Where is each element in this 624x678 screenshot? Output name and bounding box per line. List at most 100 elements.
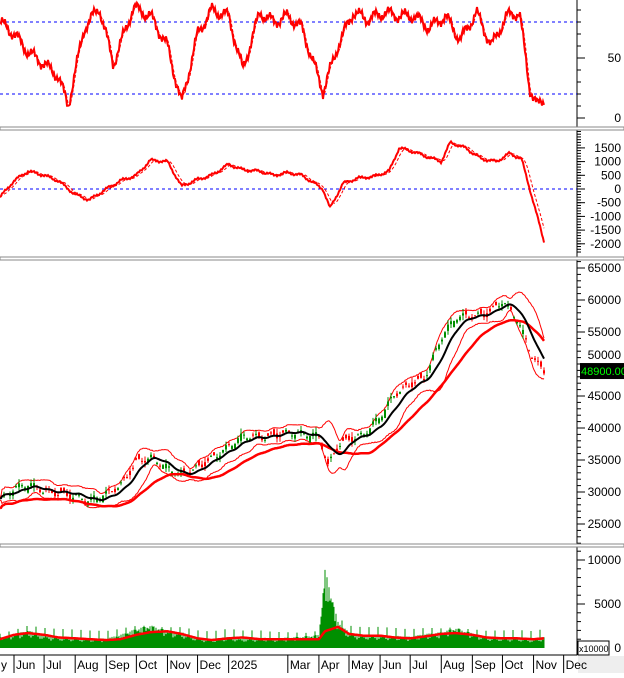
candle-body: [477, 312, 479, 314]
last-price-label: 48900.00: [581, 366, 624, 378]
panel-divider: [0, 256, 624, 261]
y-tick-label: 0: [614, 182, 621, 196]
x-tick-label: Oct: [504, 658, 523, 672]
moving-average-black: [0, 303, 545, 502]
candle-body: [510, 307, 512, 310]
candle-body: [534, 358, 536, 360]
candle-body: [387, 401, 389, 406]
candle-body: [93, 495, 95, 499]
candle-body: [207, 458, 209, 461]
candle-body: [405, 382, 407, 385]
last-price-badge: [580, 363, 624, 380]
candle-body: [117, 488, 119, 490]
candle-body: [210, 455, 212, 457]
candle-body: [291, 435, 293, 437]
candle-body: [246, 438, 248, 441]
x-tick-label: Jul: [412, 658, 427, 672]
price-panel: 65000 60000 55000 50000 45000 40000 35000 30000…: [0, 256, 624, 544]
candle-body: [42, 492, 44, 494]
candle-body: [75, 494, 77, 496]
x-tick-label: Jul: [46, 658, 61, 672]
candle-body: [390, 396, 392, 399]
candle-body: [129, 471, 131, 476]
candle-body: [147, 458, 149, 463]
candle-body: [528, 350, 530, 352]
y-tick-label: 50: [608, 51, 622, 65]
candle-body: [120, 482, 122, 484]
candle-body: [39, 489, 41, 493]
candle-body: [456, 320, 458, 323]
y-tick-label: -2000: [590, 237, 621, 251]
candle-body: [426, 375, 428, 377]
candle-body: [72, 497, 74, 500]
candle-body: [15, 486, 17, 488]
candle-body: [375, 417, 377, 422]
candle-body: [105, 491, 107, 494]
y-tick-label: 25000: [588, 517, 622, 531]
y-tick-label: 500: [601, 168, 621, 182]
y-tick-label: -1000: [590, 209, 621, 223]
candle-body: [141, 460, 143, 462]
candle-body: [441, 339, 443, 342]
candle-body: [450, 321, 452, 325]
x-tick-label: 2025: [231, 658, 258, 672]
candle-body: [309, 436, 311, 443]
candle-body: [30, 483, 32, 486]
candle-body: [270, 432, 272, 434]
candle-body: [411, 382, 413, 388]
y-tick-label: -1500: [590, 223, 621, 237]
y-tick-label: 45000: [588, 389, 622, 403]
x-axis: y Jun Jul Aug Sep Oct Nov Dec 2025 Mar Apr May Jun Ju…: [0, 654, 624, 673]
x-tick-label: Aug: [77, 658, 98, 672]
x-tick-label: Jun: [16, 658, 35, 672]
candle-body: [399, 392, 401, 394]
y-tick-label: -500: [597, 196, 621, 210]
candle-body: [216, 457, 218, 459]
candle-body: [240, 433, 242, 441]
y-tick-label: 1000: [594, 155, 621, 169]
y-tick-label: 65000: [588, 261, 622, 275]
y-tick-label: 50000: [588, 348, 622, 362]
candle-body: [435, 348, 437, 350]
candle-body: [504, 303, 506, 305]
candle-body: [378, 418, 380, 424]
candle-body: [459, 316, 461, 320]
candle-body: [222, 449, 224, 453]
candle-body: [447, 324, 449, 331]
candle-body: [123, 476, 125, 479]
candle-body: [327, 458, 329, 464]
candle-body: [21, 485, 23, 487]
candle-body: [54, 492, 56, 497]
macd-line: [0, 139, 545, 243]
candle-body: [330, 456, 332, 459]
candle-body: [525, 338, 527, 340]
bollinger-upper: [0, 291, 545, 497]
y-tick-label: 10000: [588, 553, 622, 567]
candle-body: [261, 438, 263, 441]
candle-body: [306, 436, 308, 439]
candle-body: [345, 434, 347, 439]
candle-body: [285, 429, 287, 432]
candle-body: [360, 432, 362, 435]
candle-body: [195, 465, 197, 467]
candle-body: [366, 433, 368, 435]
axis-corner: [578, 656, 624, 673]
panel-divider: [0, 543, 624, 548]
candle-body: [540, 361, 542, 367]
candle-body: [489, 308, 491, 312]
candle-body: [9, 494, 11, 496]
candle-body: [225, 445, 227, 450]
candle-body: [336, 448, 338, 451]
volume-panel: 10000 5000 0 x10000: [0, 543, 624, 656]
candle-body: [369, 428, 371, 434]
candle-body: [78, 494, 80, 496]
x-tick-label: Dec: [200, 658, 221, 672]
x-tick-label: Sep: [108, 658, 130, 672]
candle-body: [372, 421, 374, 425]
candle-body: [537, 360, 539, 362]
candle-body: [153, 455, 155, 458]
x-tick-label: Sep: [474, 658, 496, 672]
candle-body: [201, 464, 203, 468]
y-tick-label: 30000: [588, 485, 622, 499]
candle-body: [339, 445, 341, 447]
